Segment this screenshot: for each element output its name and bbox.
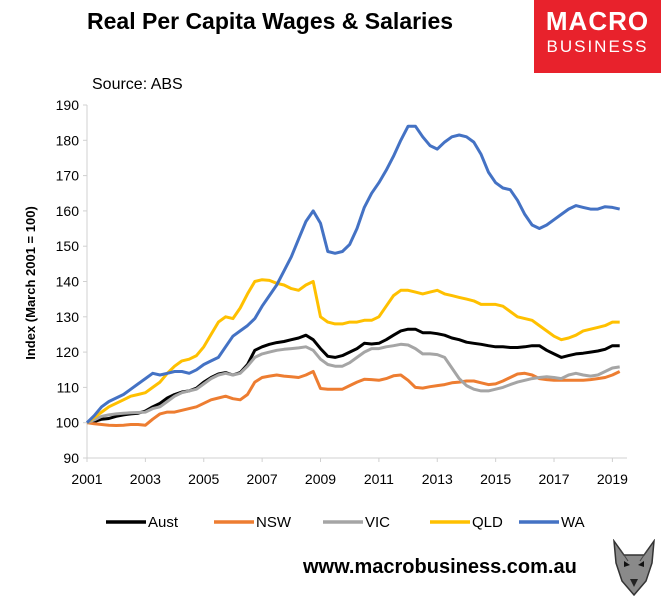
x-tick-label: 2007 — [247, 471, 278, 487]
x-tick-label: 2019 — [597, 471, 628, 487]
source-label: Source: ABS — [92, 76, 183, 93]
chart-series — [85, 124, 621, 427]
logo-line1: MACRO — [545, 6, 650, 36]
x-tick-label: 2013 — [422, 471, 453, 487]
x-tick-label: 2011 — [364, 471, 394, 487]
series-line-vic — [86, 342, 620, 425]
y-tick-label: 160 — [56, 203, 80, 219]
y-tick-label: 130 — [56, 309, 80, 325]
y-tick-label: 170 — [56, 168, 80, 184]
x-tick-label: 2009 — [305, 471, 336, 487]
x-tick-label: 2005 — [188, 471, 219, 487]
y-tick-label: 100 — [56, 415, 80, 431]
legend-label-nsw: NSW — [256, 514, 292, 531]
y-tick-label: 120 — [56, 344, 80, 360]
series-line-wa — [85, 124, 621, 424]
legend-label-vic: VIC — [365, 514, 390, 531]
x-tick-label: 2015 — [480, 471, 511, 487]
chart-title: Real Per Capita Wages & Salaries — [87, 8, 454, 34]
wolf-icon — [610, 538, 658, 597]
logo-line2: BUSINESS — [546, 37, 649, 56]
chart-axes: 90 100 110 120 130 140 150 160 170 180 190 2001 2003… — [56, 97, 629, 487]
footer-url: www.macrobusiness.com.au — [303, 556, 577, 578]
y-tick-label: 190 — [56, 97, 80, 113]
macrobusiness-logo: MACRO BUSINESS — [534, 0, 661, 73]
x-tick-label: 2003 — [130, 471, 161, 487]
legend-label-wa: WA — [561, 514, 585, 531]
y-tick-label: 150 — [56, 238, 80, 254]
x-tick-label: 2017 — [538, 471, 569, 487]
chart-legend: Aust NSW VIC QLD WA — [106, 514, 585, 531]
y-tick-label: 140 — [56, 274, 80, 290]
y-axis-label: Index (March 2001 = 100) — [23, 206, 38, 360]
legend-label-qld: QLD — [472, 514, 503, 531]
y-tick-label: 110 — [57, 379, 80, 395]
y-tick-label: 180 — [56, 132, 80, 148]
series-line-qld — [86, 278, 620, 424]
legend-label-aust: Aust — [148, 514, 179, 531]
y-tick-label: 90 — [63, 450, 79, 466]
x-tick-label: 2001 — [71, 471, 102, 487]
series-line-nsw — [86, 370, 621, 427]
